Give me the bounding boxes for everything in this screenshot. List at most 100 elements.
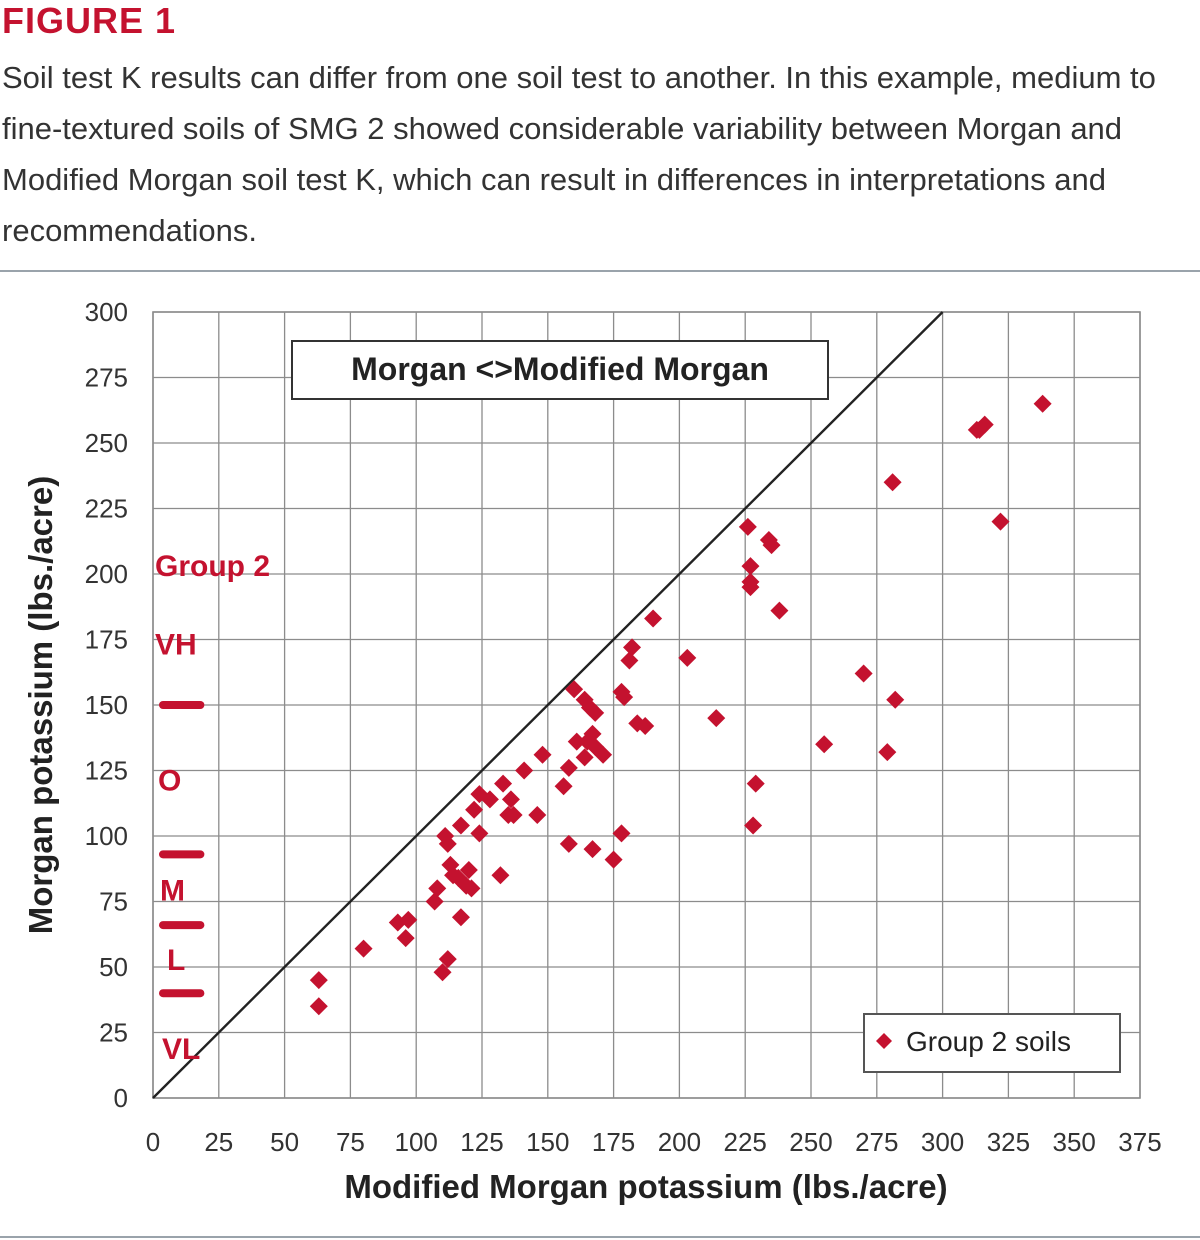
x-tick-label: 275: [855, 1127, 898, 1157]
x-tick-label: 125: [460, 1127, 503, 1157]
class-label: VH: [155, 629, 197, 662]
class-annotations: Group 2 VH O M L VL: [155, 550, 270, 1066]
data-point: [309, 997, 328, 1016]
data-point: [399, 910, 418, 929]
data-point: [583, 724, 602, 743]
class-label: M: [160, 875, 185, 908]
legend-label: Group 2 soils: [906, 1026, 1071, 1057]
y-axis-label: Morgan potassium (lbs./acre): [22, 476, 59, 934]
x-axis-label: Modified Morgan potassium (lbs./acre): [344, 1168, 947, 1205]
data-point: [744, 816, 763, 835]
class-label: L: [167, 944, 185, 977]
data-point: [396, 929, 415, 948]
data-point: [451, 816, 470, 835]
data-point: [433, 963, 452, 982]
top-divider: [0, 270, 1200, 272]
data-point: [554, 777, 573, 796]
x-tick-labels: 0 25 50 75 100 125 150 175 200 225 250 275 300 325 350…: [146, 1127, 1162, 1157]
y-tick-label: 50: [99, 952, 128, 982]
data-point: [678, 648, 697, 667]
data-point: [991, 512, 1010, 531]
x-tick-label: 175: [592, 1127, 635, 1157]
data-point: [428, 879, 447, 898]
y-tick-label: 75: [99, 887, 128, 917]
y-tick-label: 0: [114, 1083, 128, 1113]
data-point: [309, 971, 328, 990]
data-point: [762, 536, 781, 555]
data-point: [438, 950, 457, 969]
one-to-one-line: [152, 311, 944, 1099]
chart-title-box: Morgan <>Modified Morgan: [291, 340, 829, 400]
data-point: [501, 790, 520, 809]
y-tick-label: 300: [85, 297, 128, 327]
x-tick-label: 225: [724, 1127, 767, 1157]
y-tick-label: 125: [85, 756, 128, 786]
x-tick-label: 100: [395, 1127, 438, 1157]
plot-frame: [152, 311, 1141, 1099]
data-point: [583, 840, 602, 859]
legend-diamond-icon: [876, 1033, 892, 1049]
data-point: [504, 806, 523, 825]
data-point: [559, 834, 578, 853]
data-point: [854, 664, 873, 683]
x-tick-label: 200: [658, 1127, 701, 1157]
data-point: [480, 790, 499, 809]
x-tick-label: 50: [270, 1127, 299, 1157]
x-tick-label: 350: [1053, 1127, 1096, 1157]
data-point: [470, 824, 489, 843]
y-tick-label: 175: [85, 625, 128, 655]
data-point: [515, 761, 534, 780]
data-point: [594, 745, 613, 764]
data-point: [975, 415, 994, 434]
y-tick-label: 150: [85, 690, 128, 720]
data-point: [746, 774, 765, 793]
data-point: [741, 557, 760, 576]
data-point: [438, 834, 457, 853]
x-tick-label: 75: [336, 1127, 365, 1157]
data-point: [462, 879, 481, 898]
data-point: [1033, 394, 1052, 413]
data-point: [815, 735, 834, 754]
bottom-divider: [0, 1236, 1200, 1238]
chart-title: Morgan <>Modified Morgan: [351, 351, 769, 387]
x-tick-label: 250: [789, 1127, 832, 1157]
data-point: [451, 908, 470, 927]
data-point: [612, 824, 631, 843]
y-tick-label: 25: [99, 1018, 128, 1048]
data-point: [354, 939, 373, 958]
y-tick-labels: 0 25 50 75 100 125 150 175 200 225 250 275 300: [85, 297, 128, 1113]
figure-caption: Soil test K results can differ from one …: [2, 60, 1156, 248]
data-point: [886, 690, 905, 709]
data-point: [770, 601, 789, 620]
x-tick-label: 25: [204, 1127, 233, 1157]
data-point: [741, 578, 760, 597]
data-point: [459, 861, 478, 880]
data-point: [636, 716, 655, 735]
y-tick-label: 225: [85, 494, 128, 524]
data-point: [559, 758, 578, 777]
data-point: [494, 774, 513, 793]
data-point: [620, 651, 639, 670]
y-tick-label: 200: [85, 559, 128, 589]
data-point: [623, 638, 642, 657]
grid-lines: [152, 311, 1141, 1099]
class-label: O: [158, 765, 181, 798]
data-point: [586, 703, 605, 722]
x-tick-label: 150: [526, 1127, 569, 1157]
data-point: [738, 517, 757, 536]
data-points: [309, 394, 1052, 1016]
class-label: VL: [162, 1033, 200, 1066]
data-point: [528, 806, 547, 825]
data-point: [878, 743, 897, 762]
x-tick-label: 375: [1118, 1127, 1161, 1157]
data-point: [707, 709, 726, 728]
data-point: [883, 473, 902, 492]
data-point: [533, 745, 552, 764]
x-tick-label: 0: [146, 1127, 160, 1157]
data-point: [491, 866, 510, 885]
data-point: [615, 688, 634, 707]
group-label: Group 2: [155, 550, 270, 583]
legend: Group 2 soils: [863, 1013, 1121, 1073]
x-tick-label: 325: [987, 1127, 1030, 1157]
